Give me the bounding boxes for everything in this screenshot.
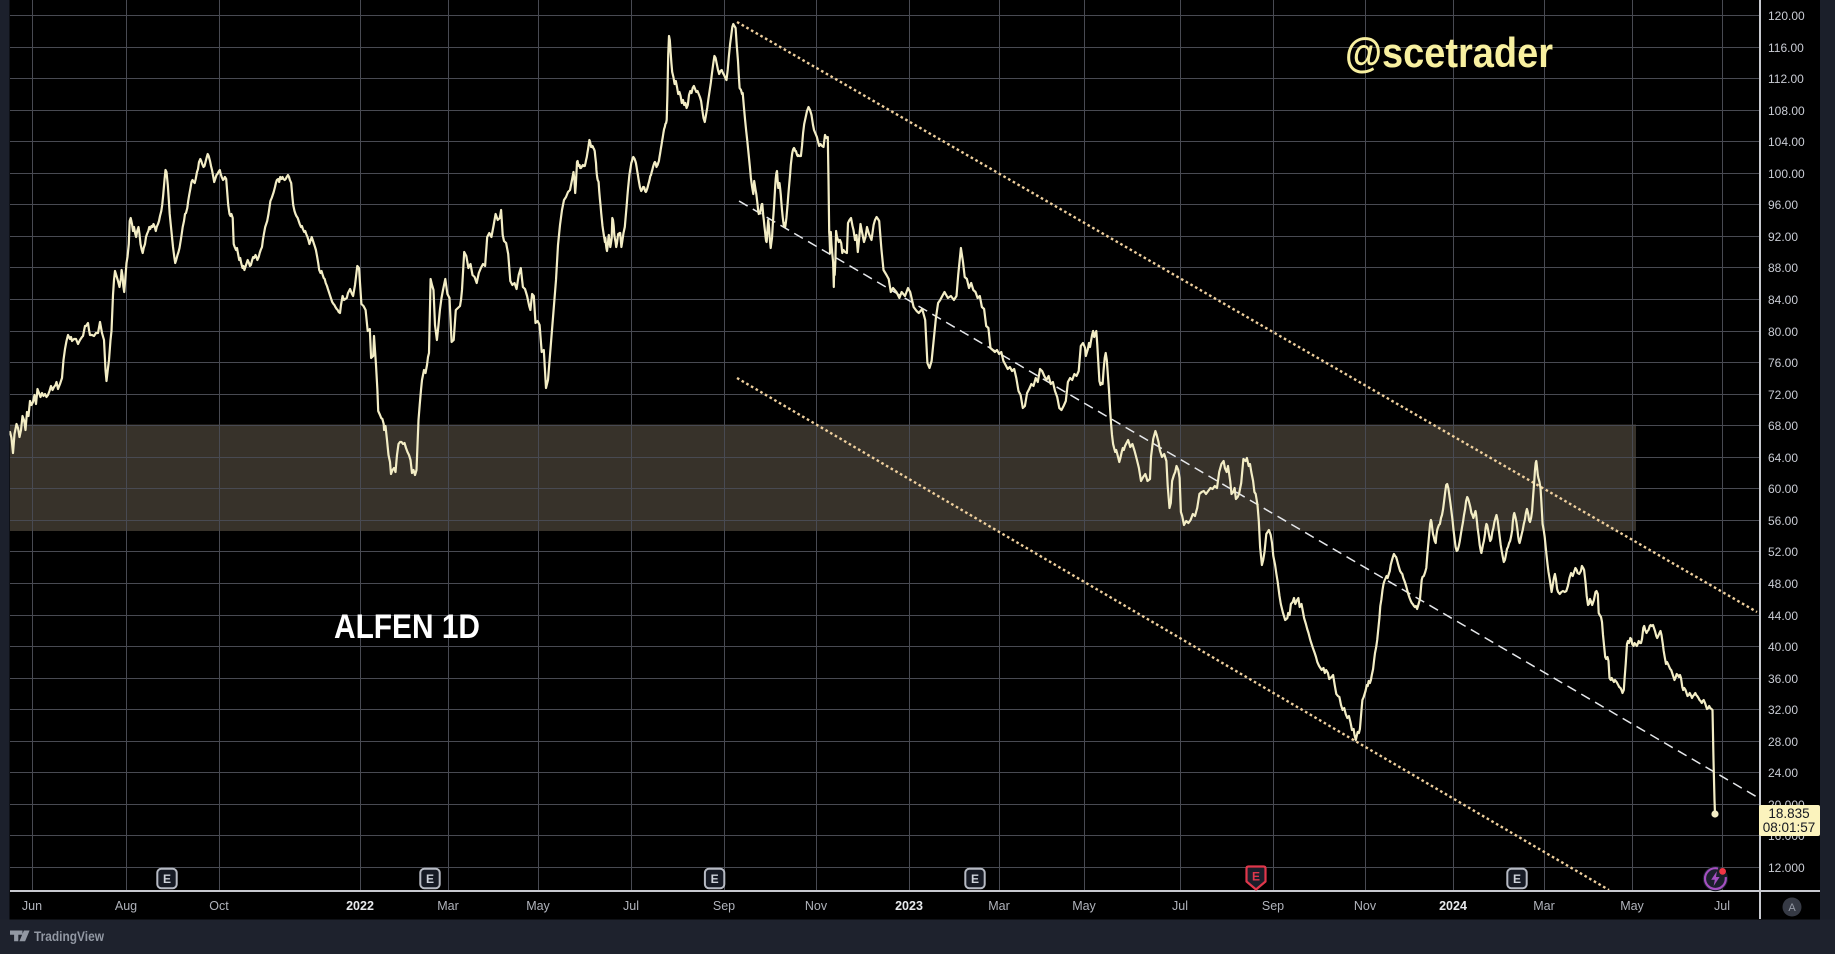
svg-text:Jul: Jul: [623, 899, 639, 913]
svg-text:108.00: 108.00: [1768, 104, 1805, 118]
svg-text:Oct: Oct: [209, 899, 229, 913]
svg-text:12.000: 12.000: [1768, 861, 1805, 875]
svg-text:92.00: 92.00: [1768, 230, 1798, 244]
svg-text:28.00: 28.00: [1768, 735, 1798, 749]
svg-text:120.00: 120.00: [1768, 9, 1805, 23]
svg-text:E: E: [971, 872, 979, 886]
svg-text:2023: 2023: [895, 899, 923, 913]
svg-text:Aug: Aug: [115, 899, 137, 913]
svg-text:Mar: Mar: [1533, 899, 1555, 913]
svg-text:36.00: 36.00: [1768, 672, 1798, 686]
svg-text:E: E: [1252, 870, 1260, 884]
svg-text:76.00: 76.00: [1768, 356, 1798, 370]
svg-text:84.00: 84.00: [1768, 293, 1798, 307]
svg-text:May: May: [526, 899, 550, 913]
svg-text:08:01:57: 08:01:57: [1763, 820, 1816, 835]
svg-text:TradingView: TradingView: [34, 928, 104, 944]
svg-text:Sep: Sep: [1262, 899, 1284, 913]
svg-text:32.00: 32.00: [1768, 703, 1798, 717]
svg-text:A: A: [1788, 902, 1796, 914]
svg-text:96.00: 96.00: [1768, 198, 1798, 212]
svg-text:May: May: [1620, 899, 1644, 913]
svg-text:72.00: 72.00: [1768, 388, 1798, 402]
svg-text:68.00: 68.00: [1768, 419, 1798, 433]
svg-text:E: E: [163, 872, 171, 886]
svg-text:Nov: Nov: [805, 899, 828, 913]
svg-text:Sep: Sep: [713, 899, 735, 913]
svg-text:Jul: Jul: [1714, 899, 1730, 913]
svg-text:Jun: Jun: [22, 899, 42, 913]
svg-text:ALFEN 1D: ALFEN 1D: [334, 608, 480, 646]
svg-text:Jul: Jul: [1172, 899, 1188, 913]
svg-text:104.00: 104.00: [1768, 135, 1805, 149]
svg-text:52.00: 52.00: [1768, 545, 1798, 559]
svg-text:Mar: Mar: [437, 899, 459, 913]
svg-text:44.00: 44.00: [1768, 609, 1798, 623]
svg-text:E: E: [426, 872, 434, 886]
svg-text:18.835: 18.835: [1768, 806, 1809, 821]
svg-text:100.00: 100.00: [1768, 167, 1805, 181]
svg-text:56.00: 56.00: [1768, 514, 1798, 528]
svg-text:40.00: 40.00: [1768, 640, 1798, 654]
svg-text:2022: 2022: [346, 899, 374, 913]
svg-text:@scetrader: @scetrader: [1345, 29, 1553, 76]
svg-text:E: E: [1513, 872, 1521, 886]
svg-text:64.00: 64.00: [1768, 451, 1798, 465]
svg-text:Nov: Nov: [1354, 899, 1377, 913]
svg-text:116.00: 116.00: [1768, 41, 1804, 55]
svg-text:88.00: 88.00: [1768, 261, 1798, 275]
svg-text:E: E: [711, 872, 719, 886]
svg-text:80.00: 80.00: [1768, 325, 1798, 339]
svg-text:Mar: Mar: [988, 899, 1010, 913]
svg-text:60.00: 60.00: [1768, 482, 1798, 496]
svg-text:2024: 2024: [1439, 899, 1467, 913]
svg-text:48.00: 48.00: [1768, 577, 1798, 591]
svg-text:112.00: 112.00: [1768, 72, 1804, 86]
svg-text:May: May: [1072, 899, 1096, 913]
svg-text:24.00: 24.00: [1768, 766, 1798, 780]
